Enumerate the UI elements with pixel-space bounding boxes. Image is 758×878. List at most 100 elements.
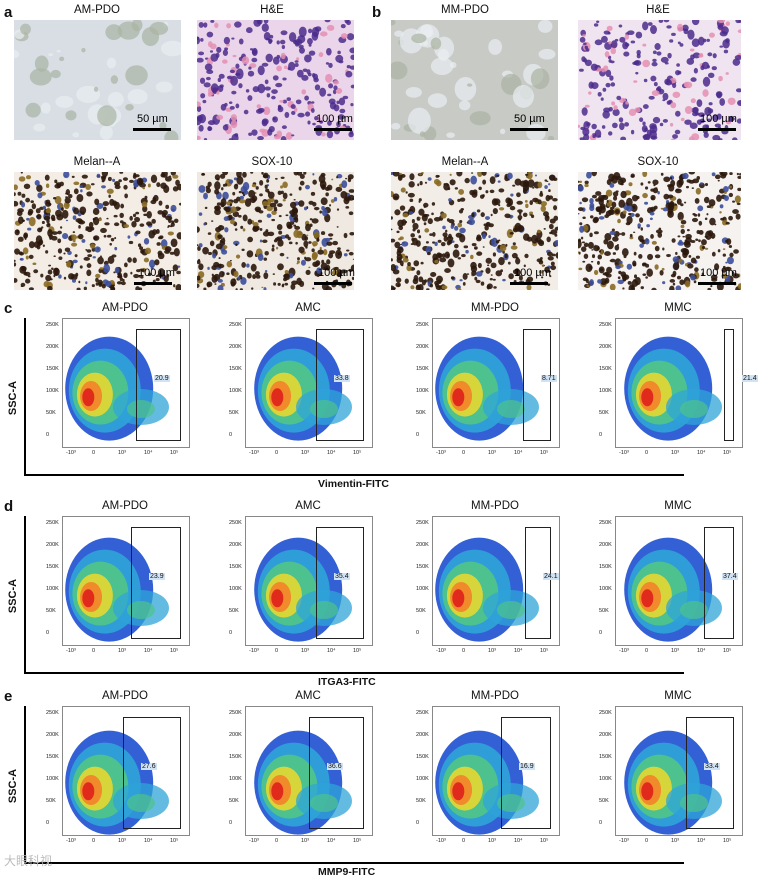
gate-rectangle (724, 329, 734, 441)
x-tick-label: 10⁴ (697, 450, 706, 456)
x-tick-label: 10⁴ (144, 648, 153, 654)
gate-percentage: 20.9 (154, 375, 170, 382)
x-tick-label: 10³ (488, 838, 496, 844)
y-tick-label: 0 (599, 820, 603, 826)
x-tick-label: 10³ (671, 648, 679, 654)
x-tick-label: 10⁴ (514, 838, 523, 844)
flow-density-plot: 33.8 (245, 318, 373, 448)
flow-plot-title: AMC (295, 690, 321, 702)
gate-rectangle (131, 527, 181, 639)
y-tick-label: 50K (416, 410, 426, 416)
scale-bar (698, 282, 736, 285)
micrograph-mm-pdo (391, 20, 558, 140)
gate-percentage: 36.6 (327, 763, 343, 770)
x-tick-label: 0 (92, 450, 96, 456)
gate-rectangle (525, 527, 551, 639)
gate-rectangle (309, 717, 364, 829)
x-tick-label: 0 (462, 838, 466, 844)
y-axis-arrow (24, 318, 26, 476)
y-tick-label: 100K (46, 586, 59, 592)
flow-density-plot: 33.4 (615, 706, 743, 836)
flow-density-plot: 24.1 (432, 516, 560, 646)
x-tick-label: -10³ (249, 450, 259, 456)
x-tick-label: 10³ (118, 648, 126, 654)
y-tick-label: 50K (599, 798, 609, 804)
x-tick-label: 0 (645, 838, 649, 844)
x-axis-arrow (24, 862, 684, 864)
y-tick-label: 250K (416, 322, 429, 328)
panel-letter-a: a (4, 4, 13, 21)
panel-letter-c: c (4, 300, 13, 317)
y-tick-label: 50K (46, 798, 56, 804)
x-tick-label: -10³ (619, 450, 629, 456)
title-a-he: H&E (260, 4, 284, 16)
y-tick-label: 100K (416, 586, 429, 592)
y-tick-label: 0 (229, 820, 233, 826)
gate-rectangle (523, 329, 551, 441)
x-tick-label: 10⁴ (514, 648, 523, 654)
flow-plot-title: AM-PDO (102, 500, 148, 512)
y-axis-arrow (24, 706, 26, 864)
y-tick-label: 100K (229, 776, 242, 782)
x-tick-label: 10³ (301, 450, 309, 456)
x-tick-label: 10⁴ (144, 838, 153, 844)
y-tick-label: 250K (229, 710, 242, 716)
x-tick-label: 10⁴ (514, 450, 523, 456)
y-tick-label: 200K (416, 344, 429, 350)
x-tick-label: 10⁴ (144, 450, 153, 456)
y-tick-label: 250K (46, 322, 59, 328)
x-tick-label: 10³ (118, 838, 126, 844)
x-axis-label: MMP9-FITC (318, 866, 376, 878)
x-tick-label: -10³ (66, 450, 76, 456)
gate-percentage: 27.6 (141, 763, 157, 770)
y-tick-label: 150K (416, 564, 429, 570)
scale-bar (134, 282, 172, 285)
x-tick-label: 10⁵ (353, 648, 362, 654)
y-tick-label: 0 (46, 432, 50, 438)
gate-rectangle (123, 717, 181, 829)
x-tick-label: 0 (92, 838, 96, 844)
y-tick-label: 150K (46, 564, 59, 570)
micrograph-am-sox10 (197, 172, 354, 290)
y-tick-label: 200K (599, 344, 612, 350)
y-tick-label: 0 (599, 630, 603, 636)
flow-density-plot: 27.6 (62, 706, 190, 836)
y-tick-label: 250K (229, 322, 242, 328)
x-tick-label: 0 (462, 450, 466, 456)
gate-percentage: 33.8 (334, 375, 350, 382)
x-tick-label: 0 (645, 450, 649, 456)
y-tick-label: 0 (416, 820, 420, 826)
panel-letter-b: b (372, 4, 382, 21)
scale-label: 100 µm (514, 267, 551, 279)
y-tick-label: 100K (229, 586, 242, 592)
flow-plot-title: AMC (295, 302, 321, 314)
y-tick-label: 0 (46, 820, 50, 826)
scale-bar (133, 128, 171, 131)
micrograph-mm-he (578, 20, 741, 140)
y-tick-label: 50K (46, 608, 56, 614)
flow-density-plot: 8.71 (432, 318, 560, 448)
y-tick-label: 100K (599, 388, 612, 394)
y-tick-label: 250K (599, 322, 612, 328)
micrograph-am-melan (14, 172, 181, 290)
title-a-melan: Melan--A (73, 156, 121, 168)
y-tick-label: 200K (416, 732, 429, 738)
y-tick-label: 150K (229, 754, 242, 760)
y-tick-label: 100K (46, 776, 59, 782)
y-tick-label: 150K (46, 366, 59, 372)
gate-percentage: 16.9 (519, 763, 535, 770)
x-axis-label: ITGA3-FITC (318, 676, 376, 688)
y-tick-label: 50K (416, 798, 426, 804)
y-axis-label: SSC-A (7, 578, 20, 614)
y-tick-label: 150K (229, 564, 242, 570)
x-axis-arrow (24, 672, 684, 674)
x-tick-label: 0 (645, 648, 649, 654)
y-tick-label: 200K (46, 542, 59, 548)
x-axis-label: Vimentin-FITC (318, 478, 389, 490)
x-tick-label: -10³ (436, 648, 446, 654)
x-tick-label: 10³ (671, 450, 679, 456)
x-tick-label: 10⁵ (170, 648, 179, 654)
x-tick-label: -10³ (436, 838, 446, 844)
micrograph-mm-melan (391, 172, 558, 290)
y-tick-label: 200K (46, 732, 59, 738)
